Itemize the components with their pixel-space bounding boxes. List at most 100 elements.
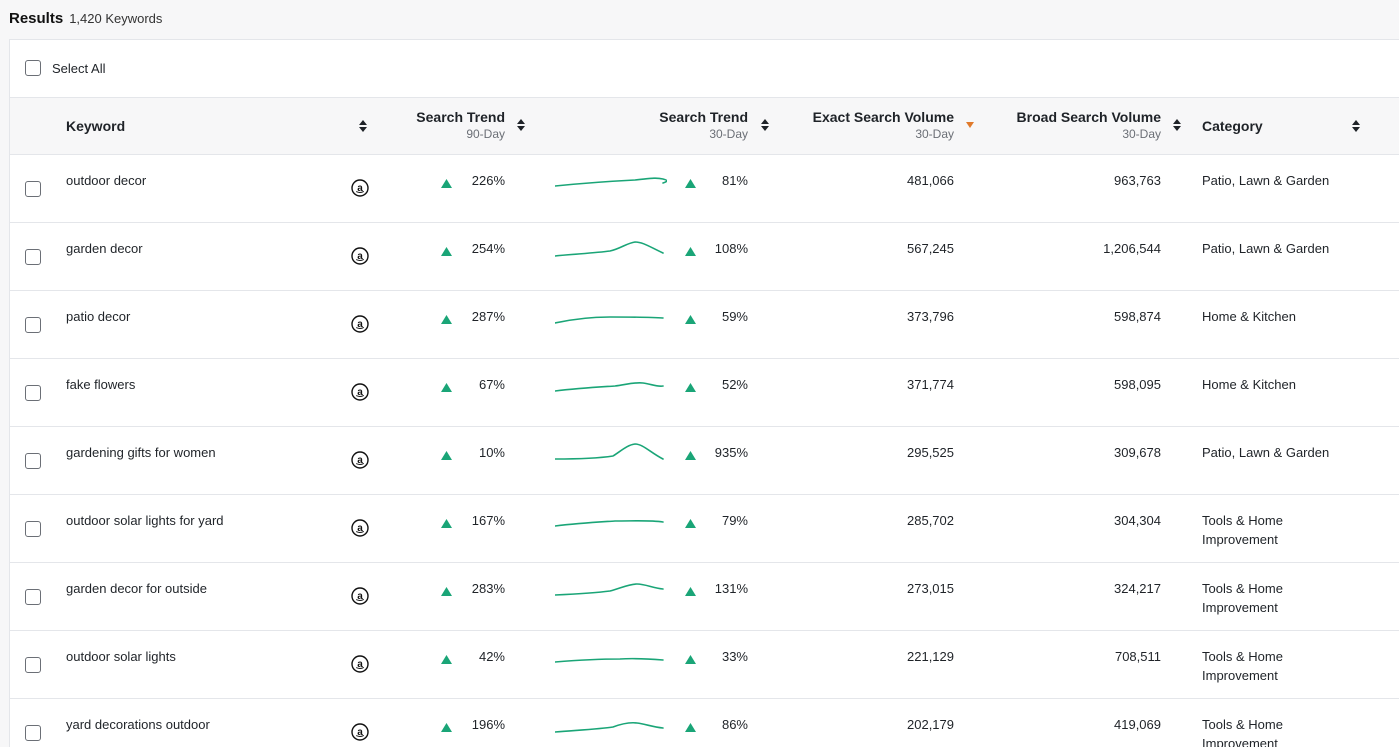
keyword-cell[interactable]: outdoor solar lights for yard	[66, 513, 224, 528]
trend30-value: 81%	[721, 173, 748, 188]
results-count: 1,420 Keywords	[69, 11, 163, 26]
amazon-icon[interactable]: a	[351, 519, 369, 537]
keyword-cell[interactable]: patio decor	[66, 309, 131, 324]
svg-text:a: a	[357, 523, 363, 534]
amazon-icon[interactable]: a	[351, 723, 369, 741]
trend90-up-icon	[441, 652, 452, 664]
trend90-up-icon	[441, 516, 452, 528]
amazon-icon[interactable]: a	[351, 383, 369, 401]
trend90-value: 283%	[471, 581, 505, 596]
trend30-up-icon	[685, 516, 696, 528]
row-checkbox[interactable]	[25, 181, 41, 197]
trend30-up-icon	[685, 312, 696, 324]
sort-broad-icon[interactable]	[1173, 119, 1181, 131]
keyword-cell[interactable]: garden decor	[66, 241, 143, 256]
keyword-cell[interactable]: garden decor for outside	[66, 581, 207, 596]
row-checkbox[interactable]	[25, 657, 41, 673]
trend-sparkline	[554, 443, 667, 468]
broad-volume-value: 598,095	[1114, 377, 1161, 392]
select-all-checkbox[interactable]	[25, 60, 41, 76]
trend90-value: 167%	[471, 513, 505, 528]
exact-sub: 30-Day	[915, 127, 954, 141]
trend30-sub: 30-Day	[709, 127, 748, 141]
row-checkbox[interactable]	[25, 453, 41, 469]
sort-trend30-icon[interactable]	[761, 119, 769, 131]
table-row[interactable]: outdoor decor a 226% 81% 481,	[10, 155, 1399, 223]
trend90-value: 67%	[478, 377, 505, 392]
svg-text:a: a	[357, 591, 363, 602]
svg-text:a: a	[357, 183, 363, 194]
broad-volume-value: 309,678	[1114, 445, 1161, 460]
trend90-up-icon	[441, 312, 452, 324]
row-checkbox[interactable]	[25, 249, 41, 265]
exact-volume-value: 273,015	[907, 581, 954, 596]
broad-volume-value: 419,069	[1114, 717, 1161, 732]
table-row[interactable]: gardening gifts for women a 10% 935	[10, 427, 1399, 495]
column-header-trend30[interactable]: Search Trend 30-Day	[630, 109, 748, 141]
keyword-cell[interactable]: outdoor decor	[66, 173, 147, 188]
trend90-value: 226%	[471, 173, 505, 188]
exact-volume-value: 481,066	[907, 173, 954, 188]
broad-volume-value: 708,511	[1114, 649, 1161, 664]
amazon-icon[interactable]: a	[351, 655, 369, 673]
column-header-broad-volume[interactable]: Broad Search Volume 30-Day	[1000, 109, 1161, 141]
trend30-value: 33%	[721, 649, 748, 664]
trend90-up-icon	[441, 720, 452, 732]
row-checkbox[interactable]	[25, 521, 41, 537]
exact-label: Exact Search Volume	[812, 109, 954, 125]
trend30-value: 52%	[721, 377, 748, 392]
trend30-value: 79%	[721, 513, 748, 528]
select-all-label: Select All	[52, 61, 106, 76]
svg-text:a: a	[357, 659, 363, 670]
trend-sparkline	[554, 307, 667, 332]
trend30-value: 935%	[714, 445, 748, 460]
trend90-up-icon	[441, 380, 452, 392]
row-checkbox[interactable]	[25, 317, 41, 333]
table-row[interactable]: outdoor solar lights a 42% 33%	[10, 631, 1399, 699]
trend90-value: 10%	[478, 445, 505, 460]
table-row[interactable]: fake flowers a 67% 52% 371,77	[10, 359, 1399, 427]
svg-text:a: a	[357, 727, 363, 738]
column-header-category[interactable]: Category	[1202, 118, 1263, 134]
table-row[interactable]: outdoor solar lights for yard a 167%	[10, 495, 1399, 563]
amazon-icon[interactable]: a	[351, 451, 369, 469]
keyword-cell[interactable]: outdoor solar lights	[66, 649, 176, 664]
keyword-cell[interactable]: fake flowers	[66, 377, 136, 392]
trend-sparkline	[554, 579, 667, 604]
table-row[interactable]: yard decorations outdoor a 196% 86%	[10, 699, 1399, 747]
column-header-keyword[interactable]: Keyword	[66, 118, 126, 134]
category-cell: Home & Kitchen	[1202, 309, 1296, 324]
category-cell: Patio, Lawn & Garden	[1202, 241, 1330, 256]
exact-volume-value: 373,796	[907, 309, 954, 324]
amazon-icon[interactable]: a	[351, 315, 369, 333]
sort-exact-descending-icon[interactable]	[966, 122, 974, 134]
trend-sparkline	[554, 375, 667, 400]
keyword-cell[interactable]: gardening gifts for women	[66, 445, 216, 460]
amazon-icon[interactable]: a	[351, 179, 369, 197]
amazon-icon[interactable]: a	[351, 587, 369, 605]
sort-trend90-icon[interactable]	[517, 119, 525, 131]
keyword-cell[interactable]: yard decorations outdoor	[66, 717, 210, 732]
table-row[interactable]: patio decor a 287% 59% 373,79	[10, 291, 1399, 359]
results-table: Select All Keyword Search Trend 90-Day S…	[9, 39, 1399, 747]
category-cell: Home & Kitchen	[1202, 377, 1296, 392]
exact-volume-value: 295,525	[907, 445, 954, 460]
column-header-exact-volume[interactable]: Exact Search Volume 30-Day	[794, 109, 954, 141]
table-header: Keyword Search Trend 90-Day Search Trend…	[10, 98, 1399, 155]
table-row[interactable]: garden decor a 254% 108% 567,	[10, 223, 1399, 291]
trend30-up-icon	[685, 652, 696, 664]
trend90-label: Search Trend	[416, 109, 505, 125]
sort-keyword-icon[interactable]	[359, 120, 367, 132]
trend90-value: 196%	[471, 717, 505, 732]
column-header-trend90[interactable]: Search Trend 90-Day	[405, 109, 505, 141]
row-checkbox[interactable]	[25, 589, 41, 605]
row-checkbox[interactable]	[25, 725, 41, 741]
table-row[interactable]: garden decor for outside a 283% 131	[10, 563, 1399, 631]
results-title: Results	[9, 10, 64, 27]
amazon-icon[interactable]: a	[351, 247, 369, 265]
trend30-up-icon	[685, 380, 696, 392]
broad-label: Broad Search Volume	[1016, 109, 1161, 125]
category-cell: Tools & Home Improvement	[1202, 649, 1283, 683]
row-checkbox[interactable]	[25, 385, 41, 401]
sort-category-icon[interactable]	[1352, 120, 1360, 132]
